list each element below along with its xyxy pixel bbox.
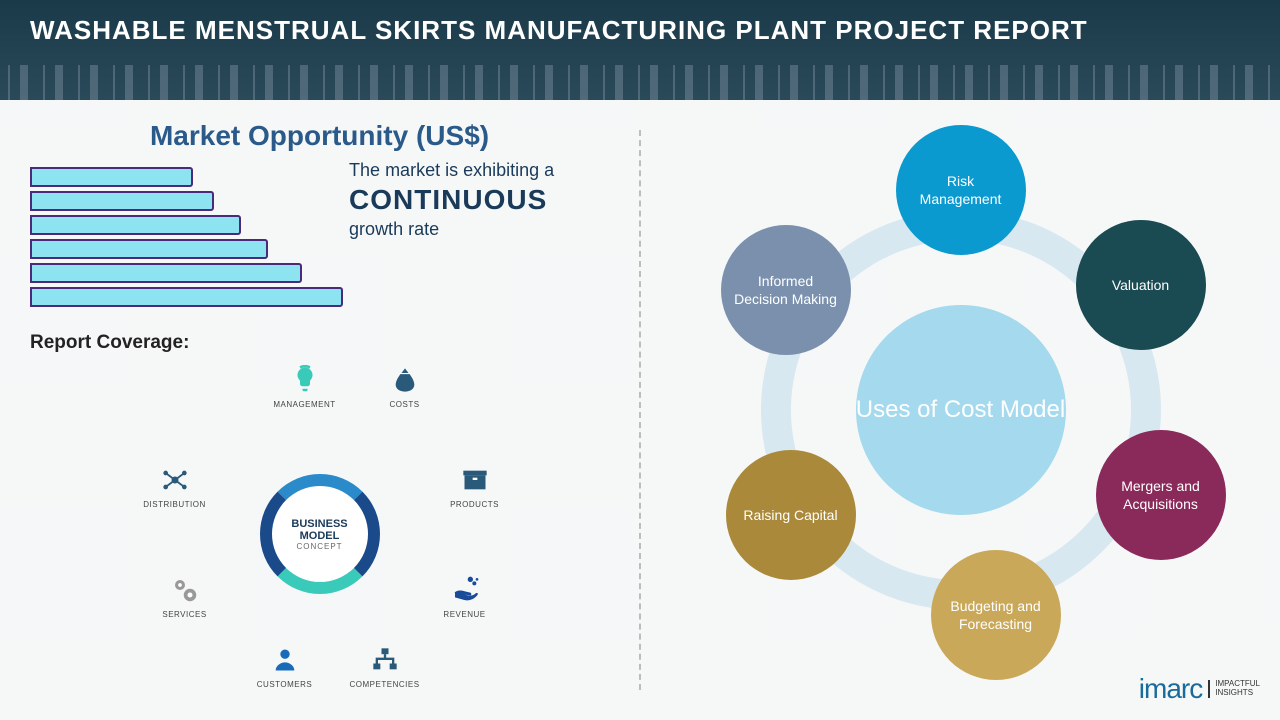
business-model-diagram: BUSINESS MODEL CONCEPT MANAGEMENT COSTS PR… (130, 364, 510, 684)
bm-center-t2: MODEL (300, 530, 340, 542)
bm-item-competencies: COMPETENCIES (350, 644, 420, 689)
skyline-decoration (0, 65, 1280, 100)
bm-item-label: COMPETENCIES (350, 680, 420, 689)
hierarchy-icon (369, 644, 401, 676)
chart-bar (30, 239, 268, 259)
bm-item-label: REVENUE (430, 610, 500, 619)
bm-item-management: MANAGEMENT (270, 364, 340, 409)
bm-item-costs: COSTS (370, 364, 440, 409)
person-icon (269, 644, 301, 676)
bm-item-revenue: REVENUE (430, 574, 500, 619)
cost-model-node: Mergers and Acquisitions (1096, 430, 1226, 560)
right-panel: Uses of Cost Model Risk Management Valuat… (641, 100, 1280, 720)
network-icon (159, 464, 191, 496)
cost-model-diagram: Uses of Cost Model Risk ManagementValuat… (681, 130, 1241, 690)
gears-icon (169, 574, 201, 606)
bm-item-services: SERVICES (150, 574, 220, 619)
chart-bar (30, 287, 343, 307)
bm-item-label: MANAGEMENT (270, 400, 340, 409)
growth-line2: CONTINUOUS (349, 184, 609, 216)
chart-bar (30, 167, 193, 187)
bm-center-t1: BUSINESS (291, 518, 347, 530)
cost-model-node: Informed Decision Making (721, 225, 851, 355)
cost-model-node: Risk Management (896, 125, 1026, 255)
left-panel: Market Opportunity (US$) The market is e… (0, 100, 639, 720)
bm-item-label: COSTS (370, 400, 440, 409)
lightbulb-icon (289, 364, 321, 396)
growth-line3: growth rate (349, 219, 609, 240)
chart-bar (30, 191, 214, 211)
bm-item-label: PRODUCTS (440, 500, 510, 509)
bm-item-label: DISTRIBUTION (140, 500, 210, 509)
bm-center-t3: CONCEPT (296, 542, 342, 551)
bm-item-label: SERVICES (150, 610, 220, 619)
content-area: Market Opportunity (US$) The market is e… (0, 100, 1280, 720)
logo-name: imarc (1139, 673, 1202, 705)
bm-item-customers: CUSTOMERS (250, 644, 320, 689)
cost-model-node: Budgeting and Forecasting (931, 550, 1061, 680)
chart-bar (30, 215, 241, 235)
cost-model-center: Uses of Cost Model (856, 305, 1066, 515)
chart-title: Market Opportunity (US$) (30, 120, 609, 152)
imarc-logo: imarc IMPACTFUL INSIGHTS (1139, 673, 1260, 705)
cost-model-node: Raising Capital (726, 450, 856, 580)
cost-model-node: Valuation (1076, 220, 1206, 350)
bm-item-distribution: DISTRIBUTION (140, 464, 210, 509)
business-model-center: BUSINESS MODEL CONCEPT (260, 474, 380, 594)
bm-item-products: PRODUCTS (440, 464, 510, 509)
hand-icon (449, 574, 481, 606)
bm-item-label: CUSTOMERS (250, 680, 320, 689)
report-title: WASHABLE MENSTRUAL SKIRTS MANUFACTURING … (30, 15, 1250, 46)
logo-tagline: IMPACTFUL INSIGHTS (1208, 680, 1260, 698)
box-icon (459, 464, 491, 496)
chart-bar (30, 263, 302, 283)
coverage-label: Report Coverage: (30, 332, 609, 354)
growth-line1: The market is exhibiting a (349, 160, 609, 181)
market-growth-text: The market is exhibiting a CONTINUOUS gr… (349, 160, 609, 240)
header-banner: WASHABLE MENSTRUAL SKIRTS MANUFACTURING … (0, 0, 1280, 100)
moneybag-icon (389, 364, 421, 396)
